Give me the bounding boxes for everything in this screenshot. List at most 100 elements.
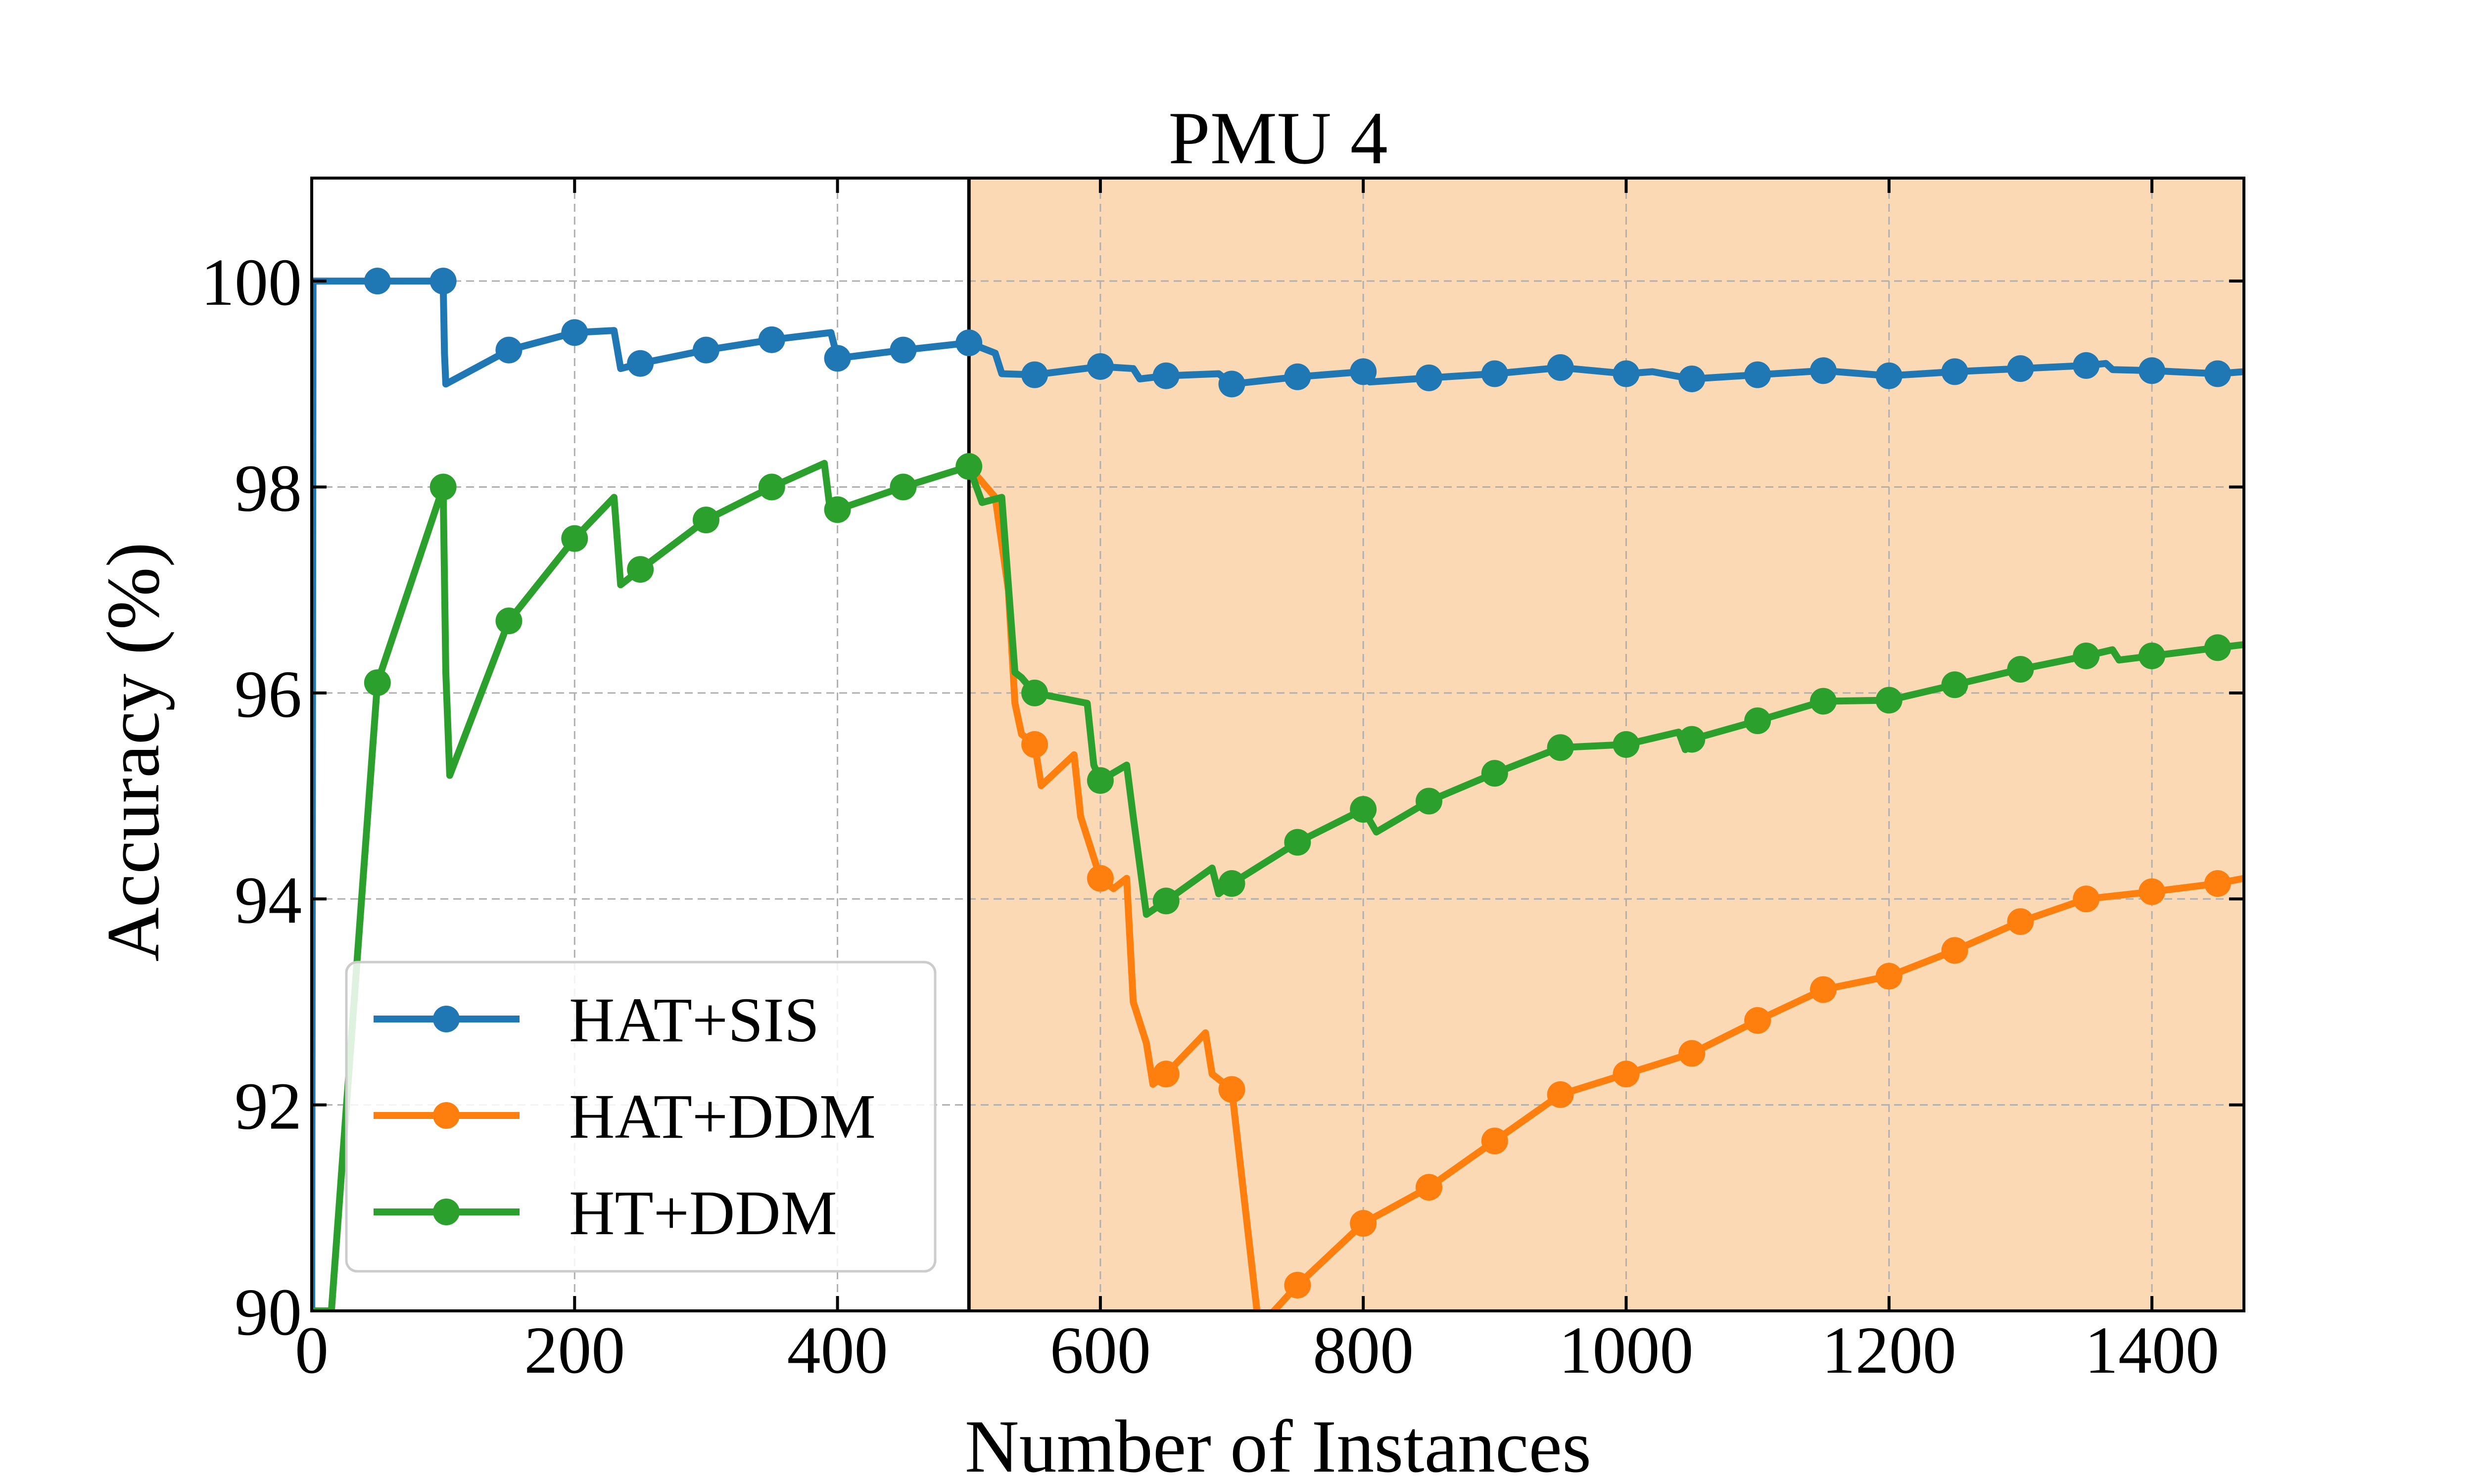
tick-labels-layer: 0 200 400 600 800 1000 1200 1400 90 92 94 96 98 100 [201, 245, 2219, 1388]
data-point-ht-ddm [1152, 887, 1180, 915]
x-tick-label: 400 [787, 1313, 888, 1388]
data-point-ht-ddm [955, 453, 983, 480]
data-point-hat-sis [758, 326, 785, 353]
data-point-ht-ddm [692, 507, 719, 534]
legend-label-hat-ddm: HAT+DDM [569, 1081, 876, 1152]
data-point-hat-ddm [2204, 870, 2231, 897]
x-tick-label: 1200 [1822, 1313, 1956, 1388]
data-point-hat-sis [1809, 357, 1837, 384]
data-point-hat-sis [1678, 365, 1706, 392]
data-point-hat-sis [1941, 358, 1968, 385]
data-point-hat-sis [1218, 371, 1245, 398]
data-point-ht-ddm [1284, 829, 1311, 856]
y-tick-label: 90 [235, 1275, 302, 1349]
data-point-hat-ddm [1350, 1210, 1377, 1237]
data-point-hat-sis [955, 329, 983, 357]
data-point-hat-ddm [2007, 908, 2034, 935]
data-point-hat-sis [1021, 361, 1048, 388]
data-point-ht-ddm [2007, 656, 2034, 683]
data-point-ht-ddm [758, 473, 785, 501]
plot-frame [310, 177, 2245, 1312]
data-point-hat-ddm [1087, 865, 1114, 892]
data-point-hat-sis [692, 336, 719, 364]
y-tick-label: 94 [235, 863, 302, 937]
data-point-hat-sis [627, 350, 654, 377]
data-point-hat-ddm [1875, 963, 1903, 990]
data-point-hat-ddm [1678, 1040, 1706, 1067]
data-point-hat-sis [1481, 360, 1508, 387]
x-tick-label: 800 [1313, 1313, 1414, 1388]
data-point-hat-ddm [1284, 1271, 1311, 1298]
data-point-ht-ddm [1021, 679, 1048, 706]
data-point-ht-ddm [824, 496, 851, 523]
data-point-hat-ddm [1809, 976, 1837, 1003]
data-point-ht-ddm [1481, 760, 1508, 787]
data-point-ht-ddm [1613, 731, 1640, 758]
data-point-ht-ddm [1087, 767, 1114, 794]
data-point-hat-sis [1415, 364, 1442, 391]
y-tick-label: 98 [235, 452, 302, 526]
data-point-ht-ddm [1218, 870, 1245, 897]
y-tick-label: 100 [201, 245, 302, 320]
data-point-hat-sis [1152, 362, 1180, 389]
legend-marker-hat-ddm [433, 1102, 460, 1129]
x-axis-title: Number of Instances [965, 1405, 1591, 1484]
x-tick-label: 200 [524, 1313, 625, 1388]
data-point-hat-sis [2204, 360, 2231, 387]
y-tick-label: 92 [235, 1069, 302, 1144]
legend-label-hat-sis: HAT+SIS [569, 985, 819, 1055]
chart-title: PMU 4 [1168, 96, 1387, 180]
data-point-hat-ddm [1218, 1076, 1245, 1103]
legend: HAT+SIS HAT+DDM HT+DDM [345, 961, 937, 1273]
data-point-hat-sis [2007, 355, 2034, 382]
data-point-ht-ddm [1350, 796, 1377, 823]
data-point-ht-ddm [627, 556, 654, 583]
data-point-hat-sis [2073, 352, 2100, 379]
data-point-hat-sis [824, 345, 851, 372]
data-point-hat-sis [890, 336, 917, 364]
data-point-hat-sis [1547, 354, 1574, 381]
data-point-hat-ddm [1021, 731, 1048, 758]
data-point-ht-ddm [364, 669, 391, 696]
data-point-hat-ddm [1152, 1061, 1180, 1088]
data-point-hat-sis [561, 319, 588, 346]
data-point-hat-sis [1875, 362, 1903, 389]
data-point-hat-sis [429, 268, 457, 295]
data-point-ht-ddm [1875, 687, 1903, 714]
data-point-ht-ddm [2204, 634, 2231, 661]
data-point-ht-ddm [495, 607, 523, 635]
x-tick-label: 1000 [1559, 1313, 1693, 1388]
data-point-hat-sis [1744, 361, 1771, 388]
legend-label-ht-ddm: HT+DDM [569, 1178, 837, 1248]
data-point-hat-ddm [2139, 878, 2166, 905]
data-point-hat-ddm [1481, 1127, 1508, 1155]
data-point-hat-ddm [2073, 885, 2100, 913]
series-markers-layer [364, 268, 2231, 1298]
data-point-ht-ddm [2139, 642, 2166, 669]
x-tick-label: 0 [295, 1313, 329, 1388]
data-point-ht-ddm [1678, 726, 1706, 753]
data-point-hat-sis [1613, 360, 1640, 387]
data-point-hat-sis [364, 268, 391, 295]
data-point-ht-ddm [1941, 671, 1968, 698]
data-point-ht-ddm [561, 525, 588, 552]
x-tick-label: 1400 [2085, 1313, 2219, 1388]
data-point-ht-ddm [1744, 707, 1771, 735]
data-point-hat-ddm [1744, 1007, 1771, 1034]
legend-box [345, 961, 937, 1273]
legend-marker-hat-sis [433, 1006, 460, 1032]
data-point-ht-ddm [1415, 788, 1442, 815]
data-point-hat-sis [1087, 353, 1114, 380]
data-point-hat-sis [2139, 357, 2166, 384]
y-axis-title: Accuracy (%) [92, 542, 175, 962]
data-point-ht-ddm [1809, 688, 1837, 715]
data-point-hat-ddm [1415, 1174, 1442, 1201]
ticks-layer [310, 178, 2244, 1312]
data-point-hat-sis [495, 336, 523, 364]
data-point-hat-ddm [1547, 1081, 1574, 1108]
legend-marker-ht-ddm [433, 1199, 460, 1225]
data-point-ht-ddm [890, 473, 917, 501]
y-tick-label: 96 [235, 657, 302, 732]
data-point-hat-ddm [1941, 937, 1968, 964]
